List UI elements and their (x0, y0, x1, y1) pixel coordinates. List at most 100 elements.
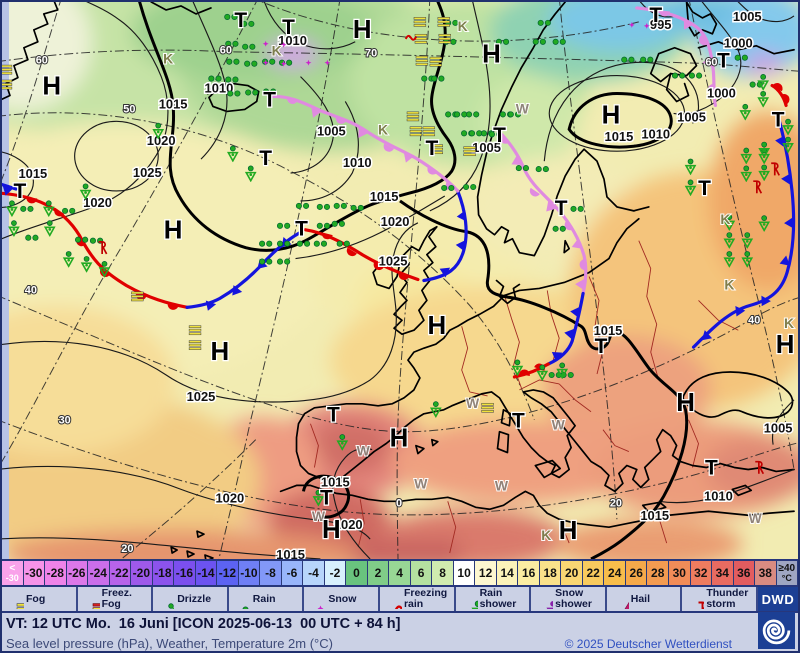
legend-item-label: Hail (630, 592, 651, 605)
snow-icon (306, 589, 326, 609)
temperature-scale-cell: -4 (303, 561, 325, 585)
temperature-scale-cell: -28 (45, 561, 67, 585)
cold-airmass-label: K (784, 315, 794, 331)
isobar-label: 1025 (133, 165, 162, 180)
warm-airmass-label: W (466, 395, 480, 411)
legend-item-snow-shower: Snow shower (531, 587, 607, 611)
warm-airmass-label: W (357, 443, 371, 459)
legend-item-label: Drizzle (177, 592, 212, 605)
fog-icon (437, 17, 450, 27)
legend-item-rain-shower: Rain shower (456, 587, 532, 611)
major-isobars (138, 2, 689, 559)
rain-icon (231, 589, 251, 609)
high-pressure-center: H (559, 517, 578, 545)
legend-item-freez-fog: Freez. Fog (78, 587, 154, 611)
warm-airmass-label: W (312, 508, 326, 524)
synoptic-map: 9951000100010051005100510051005101010101… (2, 2, 798, 559)
airmass-labels: K K K K K K K K W W W W W W W W (162, 17, 795, 544)
legend-item-label: Thunder storm (706, 587, 749, 610)
cold-front (422, 189, 468, 283)
legend-item-label: Snow (328, 592, 357, 605)
temperature-scale-cell: -30 (23, 561, 46, 585)
warm-airmass-label: W (749, 510, 763, 526)
fog-icon (4, 589, 24, 609)
isobar-label: 1015 (640, 508, 669, 523)
temperature-scale-cell: -14 (195, 561, 218, 585)
warm-airmass-label: W (414, 475, 428, 491)
high-pressure-center: H (482, 41, 501, 69)
temperature-scale-cell: ≥40 °C (776, 561, 798, 585)
low-pressure-center: T (595, 335, 608, 358)
warm-front (303, 228, 420, 282)
copyright-text: © 2025 Deutscher Wetterdienst (564, 636, 732, 651)
graticule-lines (2, 2, 798, 559)
fog-icon (422, 126, 436, 137)
isobar-label: 1015 (276, 547, 305, 559)
legend-item-hail: Hail (607, 587, 683, 611)
temperature-scale-cell: 10 (453, 561, 476, 585)
legend-item-label: Freezing rain (403, 587, 448, 610)
isobar-label: 1005 (764, 421, 793, 436)
low-pressure-center: T (282, 16, 295, 39)
snow-shower-icon (533, 589, 553, 609)
temperature-scale-cell: 36 (733, 561, 756, 585)
graticule-label: 20 (121, 543, 133, 555)
temperature-scale-cell: -6 (281, 561, 304, 585)
legend-item-rain: Rain (229, 587, 305, 611)
temperature-scale-cell: 26 (625, 561, 648, 585)
high-pressure-center: H (164, 217, 183, 245)
fog-icon (413, 17, 427, 27)
warm-front (770, 83, 790, 108)
isobar-label: 1020 (381, 214, 410, 229)
isobar-label: 1010 (704, 488, 733, 503)
isobar-labels: 9951000100010051005100510051005101010101… (17, 7, 794, 559)
isobar-label: 1020 (215, 490, 244, 505)
graticule-label: 40 (25, 284, 37, 296)
isobar-label: 995 (650, 17, 672, 32)
isobar-label: 1015 (605, 129, 634, 144)
fog-icon (188, 325, 202, 336)
thunderstorm-icon (684, 589, 704, 609)
fog-icon (131, 291, 144, 302)
warm-airmass-label: W (552, 417, 566, 433)
cold-airmass-label: K (163, 51, 173, 67)
fog-icon (2, 79, 13, 90)
fog-icon (415, 55, 429, 66)
cold-airmass-label: K (378, 121, 388, 137)
temperature-scale-cell: -24 (88, 561, 110, 585)
temperature-scale-cell: 28 (647, 561, 669, 585)
occluded-front (271, 94, 460, 193)
low-pressure-center: T (698, 177, 711, 200)
isobar-label: 1015 (321, 474, 350, 489)
fog-icon (438, 33, 451, 44)
low-pressure-center: T (14, 180, 27, 203)
graticule-label: 0 (396, 497, 402, 509)
dwd-brand-badge: DWD (757, 587, 798, 611)
graticule-label: 60 (36, 55, 48, 67)
isobar-label: 1005 (733, 9, 762, 24)
isobar-label: 1000 (707, 85, 736, 100)
high-pressure-center: H (427, 312, 446, 340)
temperature-scale-cell: -22 (109, 561, 132, 585)
temperature-scale-cell: 32 (690, 561, 713, 585)
legend-item-thunder-storm: Thunder storm (682, 587, 758, 611)
isobar-label: 1025 (187, 389, 216, 404)
high-pressure-center: H (602, 101, 621, 129)
cold-front (2, 182, 304, 311)
fog-icon (188, 340, 202, 350)
isobar-label: 1005 (317, 123, 346, 138)
isobar-label: 1000 (724, 36, 753, 51)
occluded-front (494, 127, 588, 296)
low-pressure-center: T (772, 108, 785, 131)
temperature-scale-cell: -20 (131, 561, 153, 585)
chart-description: Sea level pressure (hPa), Weather, Tempe… (6, 636, 333, 651)
warm-airmass-label: W (516, 100, 530, 116)
isobar-label: 1015 (18, 166, 47, 181)
cold-airmass-label: K (541, 527, 551, 543)
legend-item-fog: Fog (2, 587, 78, 611)
legend-item-label: Freez. Fog (101, 587, 132, 610)
graticule-label: 60 (220, 45, 232, 57)
warm-airmass-label: W (495, 477, 509, 493)
fog-icon (409, 126, 423, 137)
temperature-scale-cell: -10 (238, 561, 261, 585)
